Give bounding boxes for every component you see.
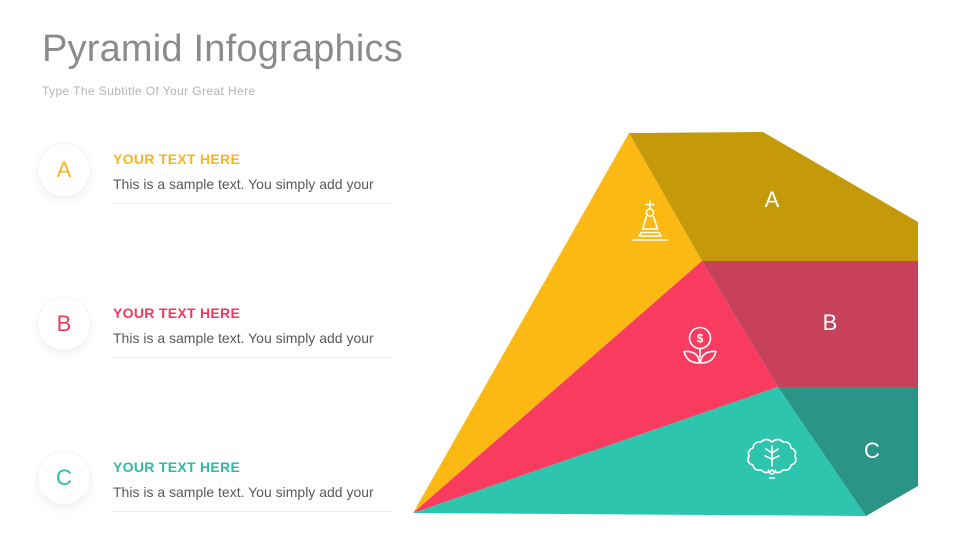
item-heading: YOUR TEXT HERE: [113, 459, 241, 475]
item-content: YOUR TEXT HERE This is a sample text. Yo…: [113, 144, 394, 204]
pyramid-a-front-face: [413, 133, 702, 513]
pyramid-b-front-face: [413, 261, 778, 513]
item-badge-a: A: [38, 144, 90, 196]
page-subtitle: Type The Subtitle Of Your Great Here: [42, 84, 256, 98]
item-body: This is a sample text. You simply add yo…: [113, 330, 374, 346]
list-item-a: A YOUR TEXT HERE This is a sample text. …: [38, 144, 394, 204]
item-content: YOUR TEXT HERE This is a sample text. Yo…: [113, 298, 394, 358]
pyramid-c-side-face: [778, 387, 918, 516]
pyramid-b-label: B: [823, 310, 838, 335]
item-heading: YOUR TEXT HERE: [113, 305, 241, 321]
item-badge-letter: C: [56, 465, 72, 490]
item-divider: [113, 357, 393, 358]
list-item-b: B YOUR TEXT HERE This is a sample text. …: [38, 298, 394, 358]
item-body: This is a sample text. You simply add yo…: [113, 484, 374, 500]
page-title: Pyramid Infographics: [42, 28, 403, 70]
pyramid-c-label: C: [864, 438, 880, 463]
item-heading: YOUR TEXT HERE: [113, 151, 241, 167]
chess-piece-icon: [632, 200, 668, 241]
item-badge-letter: A: [56, 157, 72, 182]
list-item-c: C YOUR TEXT HERE This is a sample text. …: [38, 452, 394, 512]
item-content: YOUR TEXT HERE This is a sample text. Yo…: [113, 452, 394, 512]
item-divider: [113, 511, 393, 512]
item-badge-b: B: [38, 298, 90, 350]
item-badge-letter: B: [56, 311, 72, 336]
item-divider: [113, 203, 393, 204]
pyramid-b-side-face: [702, 261, 918, 387]
brain-bulb-icon: [747, 438, 797, 479]
pyramid-a-side-face: [629, 132, 918, 261]
pyramid-c-front-face: [413, 387, 866, 516]
item-body: This is a sample text. You simply add yo…: [113, 176, 374, 192]
item-badge-c: C: [38, 452, 90, 504]
pyramid-a-label: A: [765, 187, 780, 212]
svg-text:$: $: [697, 332, 704, 346]
money-flower-icon: $: [683, 326, 717, 364]
